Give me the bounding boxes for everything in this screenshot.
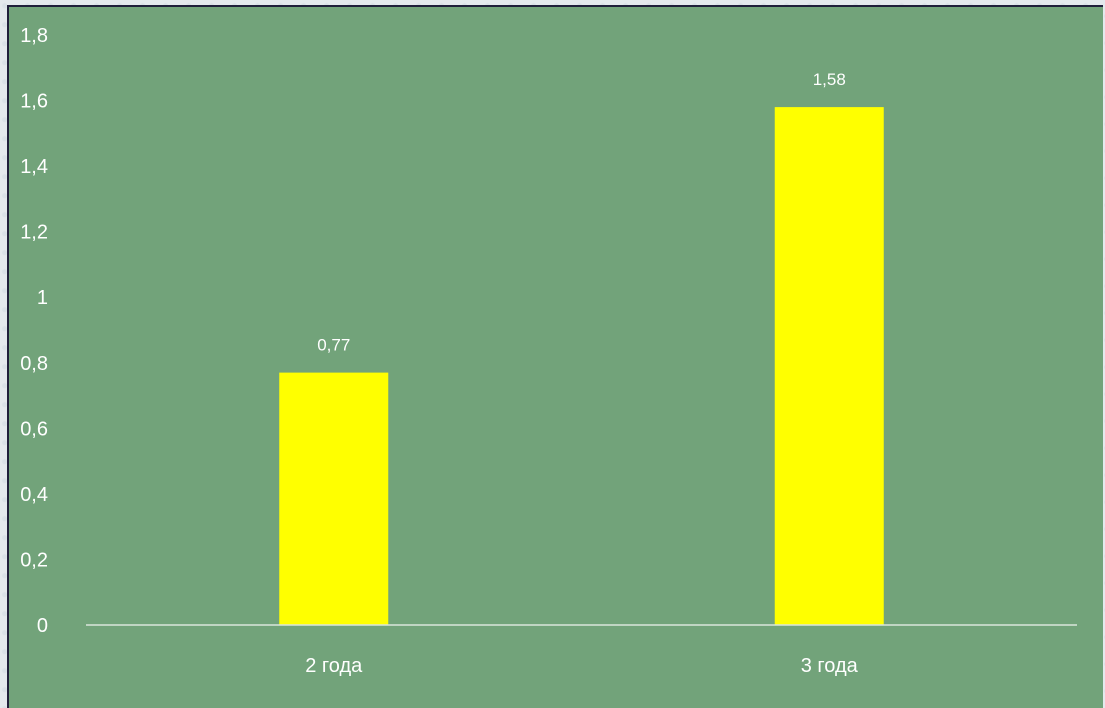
y-tick-label: 1,6 <box>20 91 48 113</box>
category-labels: 2 года 3 года <box>305 655 858 677</box>
data-label-1: 0,77 <box>317 336 350 355</box>
y-axis-ticks: 0 0,2 0,4 0,6 0,8 1 1,2 1,4 1,6 1,8 <box>20 25 48 637</box>
data-label-2: 1,58 <box>813 70 846 89</box>
y-tick-label: 1,8 <box>20 25 48 47</box>
y-tick-label: 0 <box>37 615 48 637</box>
bar-1 <box>279 372 389 625</box>
category-label-1: 2 года <box>305 655 363 677</box>
category-label-2: 3 года <box>801 655 859 677</box>
y-tick-label: 1,2 <box>20 222 48 244</box>
y-tick-label: 0,6 <box>20 418 48 440</box>
y-tick-label: 1,4 <box>20 156 48 178</box>
bar-2 <box>774 107 884 626</box>
data-labels: 0,77 1,58 <box>317 70 846 355</box>
y-tick-label: 0,8 <box>20 353 48 375</box>
y-tick-label: 0,2 <box>20 549 48 571</box>
bars <box>279 107 884 626</box>
y-tick-label: 0,4 <box>20 484 48 506</box>
chart-area <box>7 5 1103 708</box>
y-tick-label: 1 <box>37 287 48 309</box>
